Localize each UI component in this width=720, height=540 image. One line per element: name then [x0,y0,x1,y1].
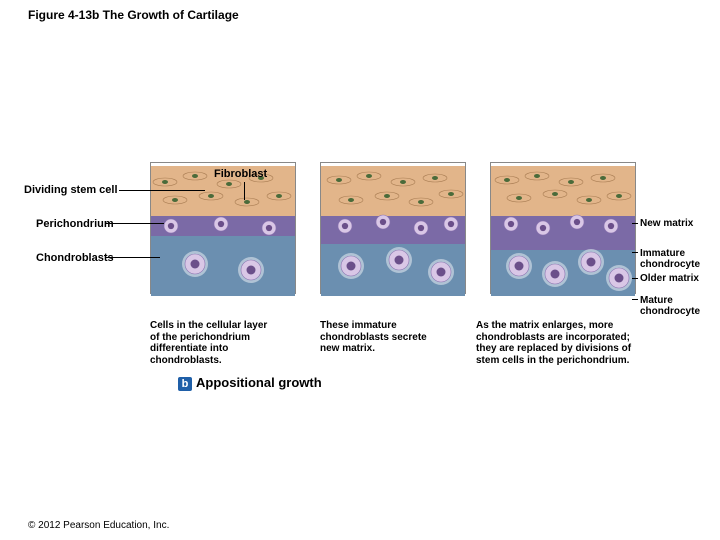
panel-2 [320,162,466,294]
label-dividing_stem_cell: Dividing stem cell [24,184,118,196]
leader-right-2 [632,278,638,279]
caption-panel3: As the matrix enlarges, more chondroblas… [476,320,686,366]
leader-right-1 [632,252,638,253]
caption-panel1: Cells in the cellular layer of the peric… [150,320,320,366]
subtitle-text: Appositional growth [196,375,322,390]
label-older_matrix: Older matrix [640,273,699,284]
b-icon: b [178,377,192,391]
caption-panel2: These immature chondroblasts secrete new… [320,320,490,355]
label-new_matrix: New matrix [640,218,693,229]
figure-title: Figure 4-13b The Growth of Cartilage [28,8,239,22]
panel-1 [150,162,296,294]
panel-3 [490,162,636,294]
leader-right-3 [632,299,638,300]
label-mature_chondrocyte: Mature chondrocyte [640,295,700,317]
leader-perichondrium [105,223,164,224]
leader-fibroblast [244,182,245,200]
subtitle: b Appositional growth [178,376,322,391]
label-perichondrium: Perichondrium [36,218,114,230]
label-chondroblasts: Chondroblasts [36,252,114,264]
label-immature_chondrocyte: Immature chondrocyte [640,248,700,270]
copyright: © 2012 Pearson Education, Inc. [28,520,169,531]
leader-right-0 [632,223,638,224]
leader-chondroblasts [105,257,160,258]
leader-dividing_stem_cell [119,190,205,191]
label-fibroblast: Fibroblast [214,168,267,180]
